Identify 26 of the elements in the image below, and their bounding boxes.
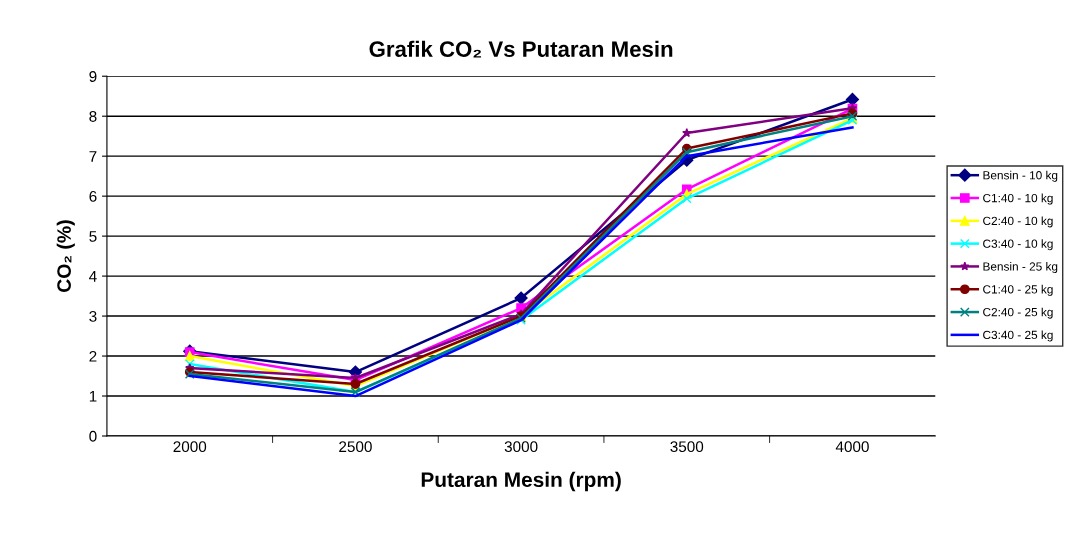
y-tick-label: 3 — [89, 310, 97, 322]
legend-label: C1:40 - 10 kg — [983, 193, 1053, 205]
y-tick-label: 9 — [89, 71, 97, 82]
x-axis-title: Putaran Mesin (rpm) — [421, 471, 621, 492]
legend-label: Bensin - 25 kg — [983, 262, 1058, 274]
y-tick-label: 2 — [89, 350, 97, 362]
legend-label: C1:40 - 25 kg — [983, 284, 1053, 296]
legend-label: C2:40 - 25 kg — [983, 307, 1053, 319]
y-tick-label: 8 — [89, 111, 97, 122]
legend-label: C3:40 - 25 kg — [983, 330, 1053, 342]
chart-title: Grafik CO₂ Vs Putaran Mesin — [369, 40, 673, 58]
x-tick-label: 4000 — [835, 441, 869, 453]
x-tick-label: 2500 — [339, 441, 372, 453]
y-tick-label: 0 — [89, 430, 97, 442]
legend-label: Bensin - 10 kg — [983, 170, 1058, 182]
y-tick-label: 5 — [89, 231, 97, 242]
y-tick-label: 4 — [89, 271, 97, 282]
y-axis-title: CO₂ (%) — [56, 220, 75, 293]
x-tick-label: 3000 — [504, 441, 538, 453]
legend-label: C3:40 - 10 kg — [983, 239, 1053, 251]
y-tick-label: 7 — [89, 151, 97, 162]
x-tick-label: 2000 — [173, 441, 207, 453]
y-tick-label: 1 — [89, 391, 97, 402]
legend-label: C2:40 - 10 kg — [983, 216, 1053, 228]
x-tick-label: 3500 — [670, 441, 704, 453]
y-tick-label: 6 — [89, 191, 97, 202]
